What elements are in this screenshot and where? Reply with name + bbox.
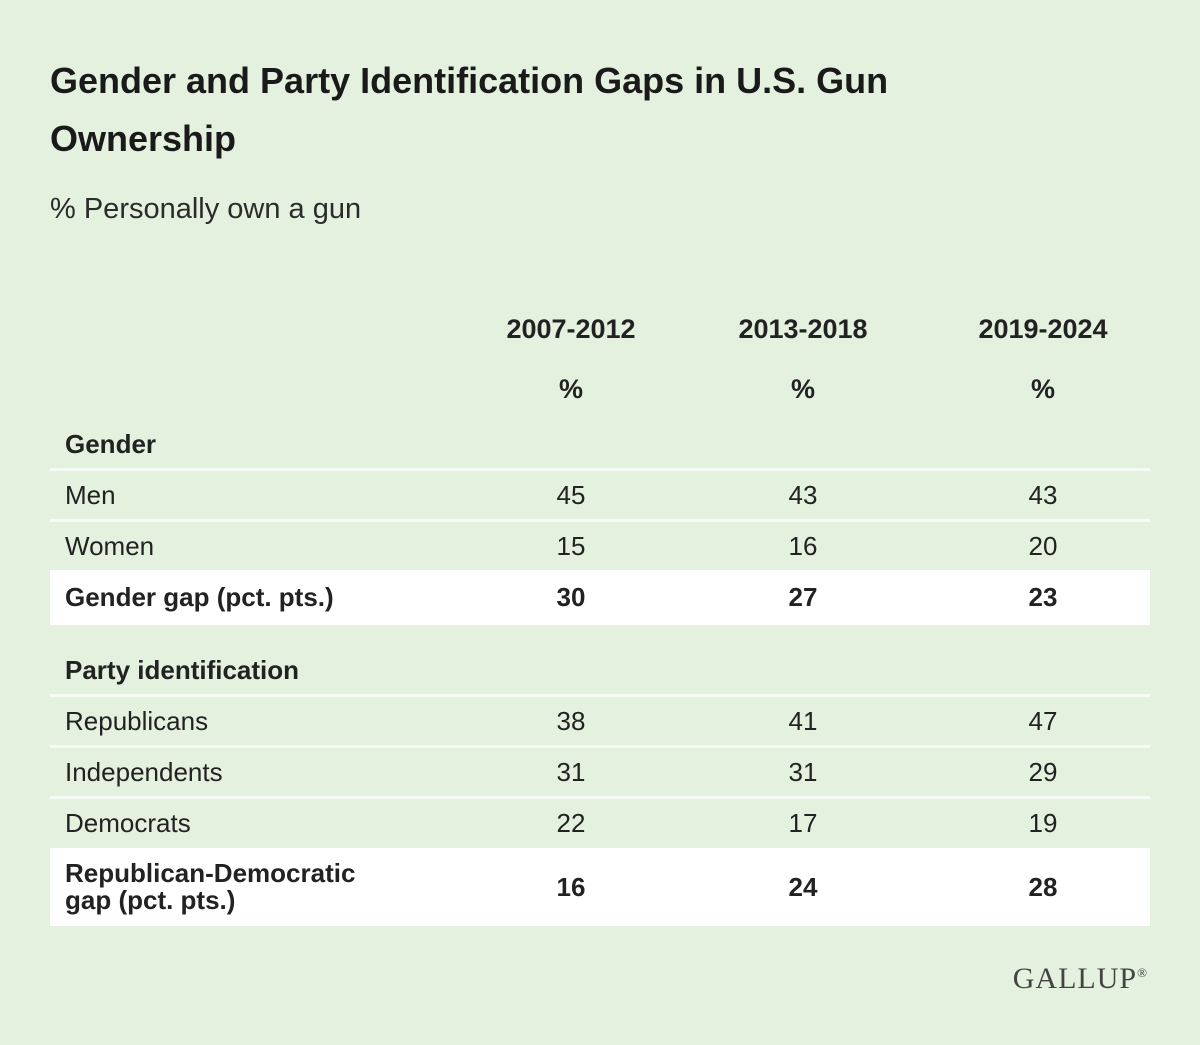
- table-row: Men 45 43 43: [50, 468, 1150, 519]
- unit-header: %: [558, 373, 583, 404]
- data-cell: 41: [788, 705, 818, 736]
- registered-mark: ®: [1137, 965, 1148, 980]
- table-row: Democrats 22 17 19: [50, 796, 1150, 847]
- data-cell: 43: [1028, 479, 1058, 510]
- section-label: Gender: [65, 428, 157, 459]
- unit-header-row: % % %: [50, 365, 1150, 413]
- data-cell: 22: [556, 807, 586, 838]
- data-cell: 19: [1028, 807, 1058, 838]
- gap-label: Gender gap (pct. pts.): [65, 582, 334, 612]
- logo-text: GALLUP: [1012, 962, 1138, 995]
- chart-title: Gender and Party Identification Gaps in …: [50, 60, 889, 159]
- row-label: Men: [65, 479, 116, 510]
- data-cell: 31: [788, 756, 818, 787]
- gap-cell: 16: [556, 871, 586, 902]
- column-header-row: 2007-2012 2013-2018 2019-2024: [50, 305, 1150, 353]
- table-row: Independents 31 31 29: [50, 745, 1150, 796]
- data-cell: 17: [788, 807, 818, 838]
- section-header-gender: Gender: [50, 420, 1150, 468]
- gallup-logo: GALLUP®: [1013, 962, 1148, 996]
- data-cell: 20: [1028, 530, 1058, 561]
- data-cell: 31: [556, 756, 586, 787]
- row-label: Democrats: [65, 807, 191, 838]
- section-header-party: Party identification: [50, 646, 1150, 694]
- unit-header: %: [1030, 373, 1055, 404]
- gap-cell: 30: [556, 582, 586, 612]
- gap-cell: 23: [1028, 582, 1058, 612]
- table-row: Women 15 16 20: [50, 519, 1150, 570]
- data-cell: 43: [788, 479, 818, 510]
- data-cell: 47: [1028, 705, 1058, 736]
- column-header: 2013-2018: [738, 313, 868, 344]
- data-cell: 29: [1028, 756, 1058, 787]
- row-label: Republicans: [65, 705, 209, 736]
- data-cell: 16: [788, 530, 818, 561]
- column-header: 2019-2024: [978, 313, 1108, 344]
- row-label: Independents: [65, 756, 223, 787]
- gap-row-gender: Gender gap (pct. pts.) 30 27 23: [50, 570, 1150, 625]
- gap-cell: 28: [1028, 871, 1058, 902]
- table-row: Republicans 38 41 47: [50, 694, 1150, 745]
- data-cell: 15: [556, 530, 586, 561]
- data-cell: 38: [556, 705, 586, 736]
- gap-row-party: Republican-Democratic gap (pct. pts.) 16…: [50, 848, 1150, 926]
- unit-header: %: [790, 373, 815, 404]
- row-label: Women: [65, 530, 155, 561]
- gap-cell: 27: [788, 582, 818, 612]
- section-label: Party identification: [65, 654, 300, 685]
- chart-subtitle: % Personally own a gun: [50, 193, 362, 225]
- gap-label: Republican-Democratic gap (pct. pts.): [65, 858, 356, 915]
- gap-cell: 24: [788, 871, 818, 902]
- column-header: 2007-2012: [506, 313, 636, 344]
- data-cell: 45: [556, 479, 586, 510]
